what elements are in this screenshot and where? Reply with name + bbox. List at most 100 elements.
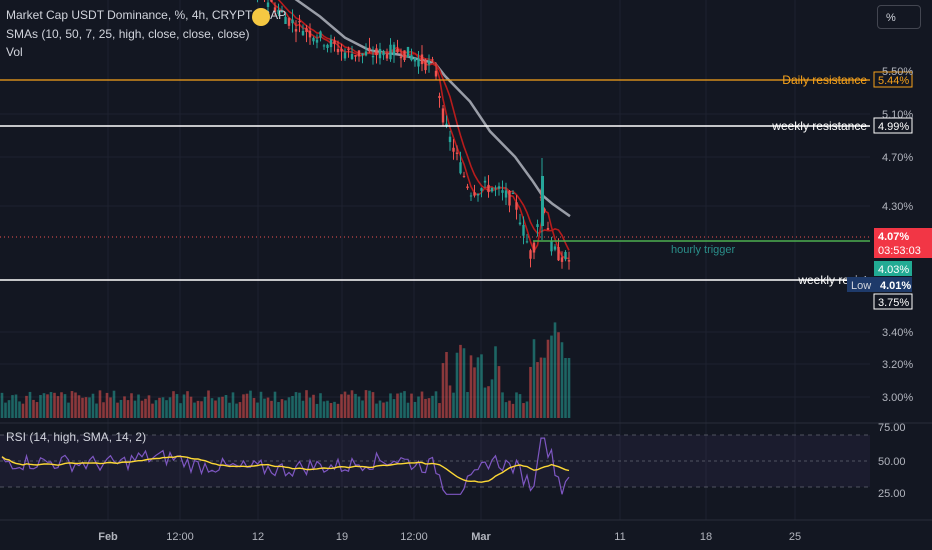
volume-bar <box>112 390 116 418</box>
volume-bar <box>207 390 210 418</box>
time-tick-label: 11 <box>614 531 625 543</box>
candle-body <box>399 56 403 59</box>
volume-bar <box>154 400 158 418</box>
price-tick-label: 3.00% <box>882 392 913 404</box>
volume-bar <box>564 358 567 418</box>
symbol-logo-icon <box>252 8 270 26</box>
volume-bar <box>504 402 508 418</box>
volume-bar <box>144 398 147 418</box>
daily-resistance-price-text: 5.44% <box>878 75 909 87</box>
volume-bar <box>172 391 175 418</box>
volume-bar <box>508 400 511 418</box>
volume-bar <box>340 394 343 418</box>
volume-bar <box>49 392 53 418</box>
candle-body <box>396 48 399 53</box>
volume-bar <box>473 367 476 418</box>
candle-body <box>343 52 347 59</box>
volume-bar <box>298 392 301 418</box>
price-tick-label: 5.50% <box>882 66 913 78</box>
volume-bar <box>417 396 420 418</box>
volume-bar <box>427 398 431 418</box>
volume-bar <box>420 391 424 418</box>
candle-body <box>273 7 277 12</box>
volume-bar <box>53 392 56 418</box>
volume-bar <box>196 400 200 418</box>
volume-bar <box>63 394 67 418</box>
volume-bar <box>98 390 102 418</box>
volume-bar <box>231 392 235 418</box>
candle-body <box>340 48 343 52</box>
volume-bar <box>294 392 298 418</box>
candle-body <box>441 108 445 123</box>
candle-body <box>518 222 522 225</box>
volume-bar <box>277 402 280 418</box>
candle-body <box>487 184 490 193</box>
percent-scale-button[interactable]: % <box>877 5 921 29</box>
volume-bar <box>228 402 231 418</box>
volume-bar <box>102 402 105 418</box>
volume-bar <box>511 403 515 418</box>
candle-body <box>532 242 536 253</box>
volume-bar <box>389 393 392 418</box>
volume-bar <box>529 366 532 418</box>
candle-body <box>392 44 396 56</box>
candle-body <box>466 186 469 189</box>
candle-body <box>291 19 294 24</box>
volume-bar <box>193 402 196 418</box>
volume-label[interactable]: Vol <box>6 45 23 59</box>
chart-title: Market Cap USDT Dominance, %, 4h, CRYPTO… <box>6 8 287 22</box>
time-tick-label: 18 <box>700 531 712 543</box>
candle-body <box>287 18 291 26</box>
axes: 5.50% 5.10% 4.70% 4.30% 3.40% 3.20% 3.00% 75.00… <box>0 66 932 543</box>
sma-indicator-label[interactable]: SMAs (10, 50, 7, 25, high, close, close,… <box>6 27 250 41</box>
low-price-text: 4.01% <box>880 280 911 292</box>
volume-bar <box>382 402 385 418</box>
weekly-resist-price-box <box>873 293 913 310</box>
candle-body <box>564 251 567 260</box>
volume-bar <box>39 395 42 418</box>
time-tick-label: Feb <box>98 531 118 543</box>
volume-bar <box>448 385 452 418</box>
volume-bar <box>336 403 340 418</box>
rsi-line <box>1 437 570 495</box>
volume-bar <box>25 395 28 418</box>
candle-body <box>312 37 315 42</box>
volume-bar <box>543 357 546 418</box>
rsi-label: RSI (14, high, SMA, 14, 2) <box>6 430 146 444</box>
volume-bar <box>46 394 49 418</box>
candle-body <box>431 59 434 61</box>
candle-body <box>504 190 508 198</box>
volume-bar <box>161 397 165 418</box>
volume-bar <box>95 403 98 418</box>
volume-bar <box>333 401 336 418</box>
hourly-trigger-price-text: 4.03% <box>878 264 909 276</box>
volume-bar <box>287 397 291 418</box>
candle-body <box>319 31 322 38</box>
price-tick-label: 3.40% <box>882 327 913 339</box>
time-tick-label: 12 <box>252 531 264 543</box>
candle-body <box>315 39 319 43</box>
volume-bar <box>536 362 539 418</box>
rsi-tick-label: 25.00 <box>878 488 906 500</box>
volume-bar <box>319 393 322 418</box>
candle-body <box>389 44 392 60</box>
volume-bar <box>462 348 466 418</box>
time-tick-label: Mar <box>471 531 491 543</box>
volume-bar <box>329 403 333 418</box>
candle-body <box>462 175 466 177</box>
daily-resistance-price-box <box>873 71 913 88</box>
volume-bar <box>70 391 74 418</box>
candle-body <box>403 50 406 61</box>
volume-bar <box>375 403 378 418</box>
candle-body <box>336 48 340 53</box>
volume-bar <box>158 397 161 418</box>
candles <box>257 0 571 270</box>
volume-bar <box>214 400 217 418</box>
volume-bar <box>182 394 186 418</box>
volume-bar <box>413 401 417 418</box>
volume-bar <box>259 391 263 418</box>
volume-bar <box>242 394 245 418</box>
rsi-tick-label: 75.00 <box>878 422 906 434</box>
candle-body <box>553 246 557 250</box>
